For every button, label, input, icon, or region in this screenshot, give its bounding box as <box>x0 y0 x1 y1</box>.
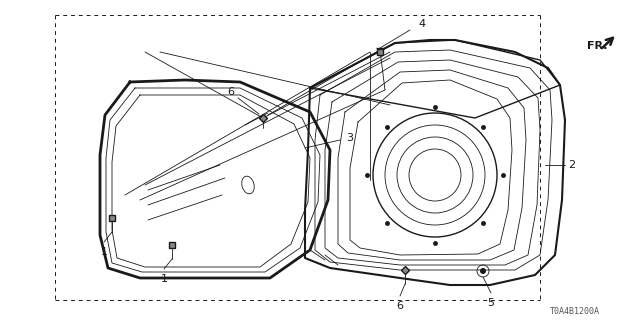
Text: 4: 4 <box>419 19 426 29</box>
Text: 5: 5 <box>488 298 495 308</box>
Text: T0A4B1200A: T0A4B1200A <box>550 308 600 316</box>
Circle shape <box>480 268 486 274</box>
Text: FR.: FR. <box>587 41 607 51</box>
Text: 2: 2 <box>568 160 575 170</box>
Text: 1: 1 <box>100 247 108 257</box>
Text: 6: 6 <box>227 87 234 97</box>
Text: 6: 6 <box>397 301 403 311</box>
Text: 3: 3 <box>346 133 353 143</box>
Text: 1: 1 <box>161 274 168 284</box>
